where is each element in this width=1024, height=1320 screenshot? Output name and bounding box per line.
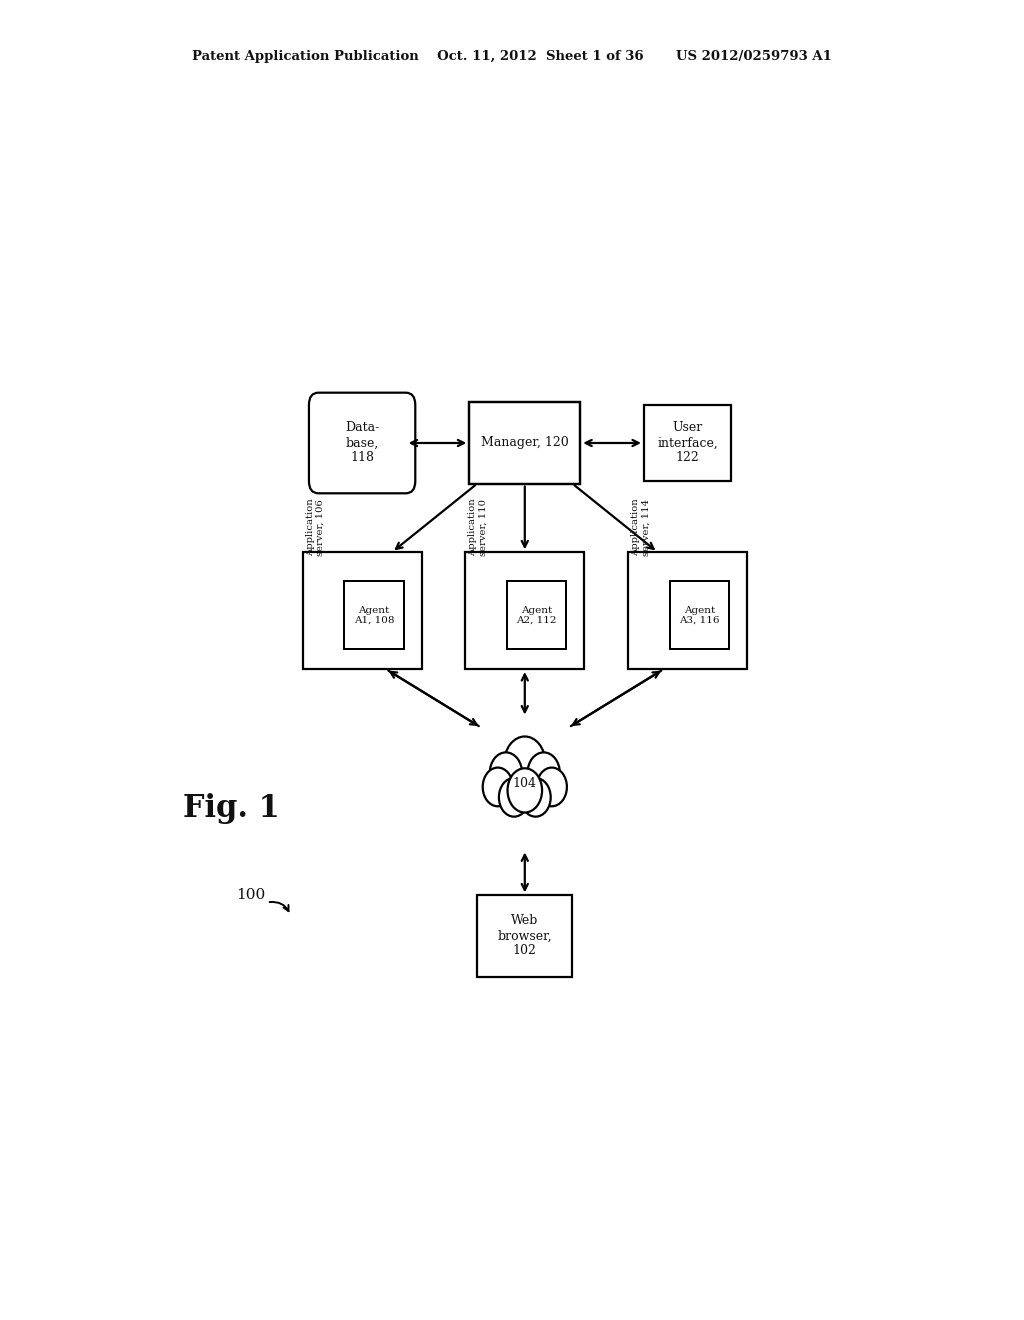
Circle shape bbox=[508, 768, 542, 813]
Text: 104: 104 bbox=[513, 777, 537, 789]
Circle shape bbox=[482, 768, 513, 807]
FancyBboxPatch shape bbox=[644, 405, 731, 480]
Text: Data-
base,
118: Data- base, 118 bbox=[345, 421, 379, 465]
Text: Agent
A2, 112: Agent A2, 112 bbox=[516, 606, 557, 626]
Text: Web
browser,
102: Web browser, 102 bbox=[498, 915, 552, 957]
FancyBboxPatch shape bbox=[465, 552, 585, 669]
FancyBboxPatch shape bbox=[670, 582, 729, 649]
FancyBboxPatch shape bbox=[303, 552, 422, 669]
FancyBboxPatch shape bbox=[469, 403, 581, 483]
Circle shape bbox=[520, 777, 551, 817]
FancyBboxPatch shape bbox=[628, 552, 748, 669]
FancyBboxPatch shape bbox=[507, 582, 566, 649]
Ellipse shape bbox=[466, 735, 584, 832]
Circle shape bbox=[499, 777, 529, 817]
Text: Patent Application Publication    Oct. 11, 2012  Sheet 1 of 36       US 2012/025: Patent Application Publication Oct. 11, … bbox=[193, 50, 831, 63]
Text: Application
server, 106: Application server, 106 bbox=[306, 499, 326, 556]
Text: Application
server, 114: Application server, 114 bbox=[631, 499, 650, 556]
Text: Agent
A1, 108: Agent A1, 108 bbox=[353, 606, 394, 626]
Text: 100: 100 bbox=[237, 888, 265, 903]
Text: Application
server, 110: Application server, 110 bbox=[468, 499, 487, 556]
Text: User
interface,
122: User interface, 122 bbox=[657, 421, 718, 465]
Circle shape bbox=[504, 737, 546, 789]
Text: Fig. 1: Fig. 1 bbox=[183, 793, 280, 825]
Circle shape bbox=[537, 768, 567, 807]
Circle shape bbox=[527, 752, 560, 793]
Text: Manager, 120: Manager, 120 bbox=[481, 437, 568, 450]
Text: Agent
A3, 116: Agent A3, 116 bbox=[679, 606, 720, 626]
FancyBboxPatch shape bbox=[477, 895, 572, 977]
Circle shape bbox=[489, 752, 522, 793]
FancyBboxPatch shape bbox=[309, 392, 416, 494]
FancyBboxPatch shape bbox=[344, 582, 403, 649]
